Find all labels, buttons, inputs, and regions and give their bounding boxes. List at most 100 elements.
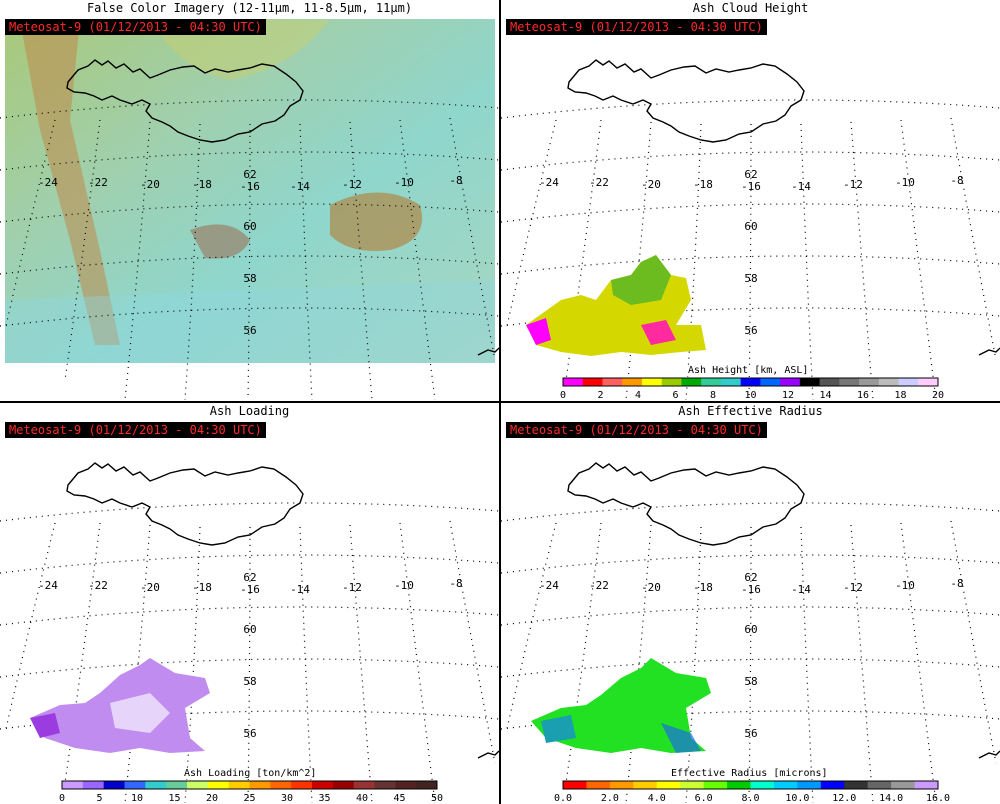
colorbar-frame [562,780,939,790]
panel-divider-horizontal [0,401,1000,403]
coastline-faroe [477,750,499,759]
longitude-label: -8 [449,577,462,590]
meridian-line [505,522,557,734]
coastline-iceland [66,462,304,546]
colorbar-tick-label: 10 [744,390,756,401]
meridian-line [64,119,101,381]
colorbar-swatch [124,781,146,789]
meridian-line [900,522,937,804]
colorbar-tick-label: 20 [206,793,218,804]
colorbar-tick-label: 8 [710,390,716,401]
longitude-label: -22 [589,176,609,189]
colorbar-swatch [374,781,396,789]
latitude-label: 60 [243,623,256,636]
ash-radius-map: -24 -22 -20 -18 -16 -14 -12 -10 -8 62 60 58 56 0.0 2.… [501,462,1000,804]
colorbar-swatch [563,378,584,386]
colorbar-swatch [844,781,869,789]
colorbar-tick-label: 15 [168,793,180,804]
false-color-map: -24 -22 -20 -18 -16 -14 -12 -10 -8 62 60 58 56 [0,19,499,401]
longitude-label: -20 [641,178,661,191]
colorbar-swatch [681,378,702,386]
colorbar-swatch [820,781,845,789]
meridian-line [399,522,436,804]
colorbar-tick-label: 30 [281,793,293,804]
colorbar-tick-label: 5 [96,793,102,804]
meridian-line [748,123,752,401]
colorbar-label: Ash Height [km, ASL] [686,365,811,376]
colorbar-tick-label: 35 [318,793,330,804]
longitude-label: -24 [38,579,58,592]
colorbar-tick-label: 14 [819,390,831,401]
longitude-label: -14 [290,180,310,193]
meridian-line [299,526,313,804]
colorbar-tick-label: 2.0 [601,793,619,804]
colorbar-frame [562,377,939,387]
colorbar-swatch [602,378,623,386]
meridian-line [64,522,101,784]
colorbar-swatch [166,781,188,789]
latitude-label: 62 [744,168,757,181]
colorbar: 0 5 10 15 20 25 30 35 40 45 50 [59,780,443,804]
meridian-line [850,121,874,401]
latitude-label: 62 [243,168,256,181]
colorbar-swatch [353,781,375,789]
meridian-line [685,526,702,804]
longitude-label: -10 [394,176,414,189]
colorbar-tick-label: 10.0 [785,793,809,804]
colorbar-tick-label: 0.0 [554,793,572,804]
colorbar-swatch [720,378,742,386]
ash-loading-map: -24 -22 -20 -18 -16 -14 -12 -10 -8 62 60 58 56 0 5 10 1… [0,462,499,804]
longitude-label: -18 [693,178,713,191]
colorbar-swatch [839,378,860,386]
coastline-faroe [477,347,499,356]
colorbar-swatch [773,781,798,789]
colorbar-tick-label: 10 [131,793,143,804]
ash-patch [330,192,422,251]
colorbar-swatch [918,378,939,386]
colorbar-swatch [680,781,705,789]
longitude-label: -14 [791,180,811,193]
meridian-line [247,526,251,804]
colorbar-tick-label: 25 [243,793,255,804]
coastline-faroe [978,347,1000,356]
meridian-line [800,526,814,804]
longitude-label: -14 [290,583,310,596]
colorbar-swatch [703,781,728,789]
longitude-label: -18 [693,581,713,594]
meridian-line [565,119,602,381]
longitude-label: -22 [88,176,108,189]
timestamp-label: Meteosat-9 (01/12/2013 - 04:30 UTC) [506,19,767,35]
timestamp-label: Meteosat-9 (01/12/2013 - 04:30 UTC) [506,422,767,438]
colorbar-label: Ash Loading [ton/km^2] [182,768,319,779]
colorbar-swatch [622,378,643,386]
panel-title: Ash Effective Radius [678,404,823,418]
longitude-label: -22 [589,579,609,592]
ash-radius-panel: -24 -22 -20 -18 -16 -14 -12 -10 -8 62 60 58 56 0.0 2.… [501,403,1000,804]
colorbar-tick-label: 20 [932,390,944,401]
meridian-line [685,123,702,401]
latitude-label: 56 [744,727,757,740]
colorbar-tick-label: 8.0 [741,793,759,804]
longitude-label: -24 [38,176,58,189]
meridian-line [565,522,602,784]
latitude-label: 56 [243,324,256,337]
longitude-label: -24 [539,579,559,592]
colorbar-swatch [249,781,271,789]
longitude-label: -10 [394,579,414,592]
colorbar-swatch [82,781,105,789]
colorbar-tick-label: 2 [597,390,603,401]
timestamp-label: Meteosat-9 (01/12/2013 - 04:30 UTC) [5,19,266,35]
longitude-label: -16 [741,180,761,193]
colorbar-swatch [291,781,313,789]
timestamp-label: Meteosat-9 (01/12/2013 - 04:30 UTC) [5,422,266,438]
meridian-line [299,123,313,401]
longitude-label: -18 [192,581,212,594]
longitude-label: -20 [140,581,160,594]
colorbar-tick-label: 0 [560,390,566,401]
cloud-area [150,20,330,80]
colorbar-swatch [867,781,892,789]
meridian-line [950,520,997,764]
